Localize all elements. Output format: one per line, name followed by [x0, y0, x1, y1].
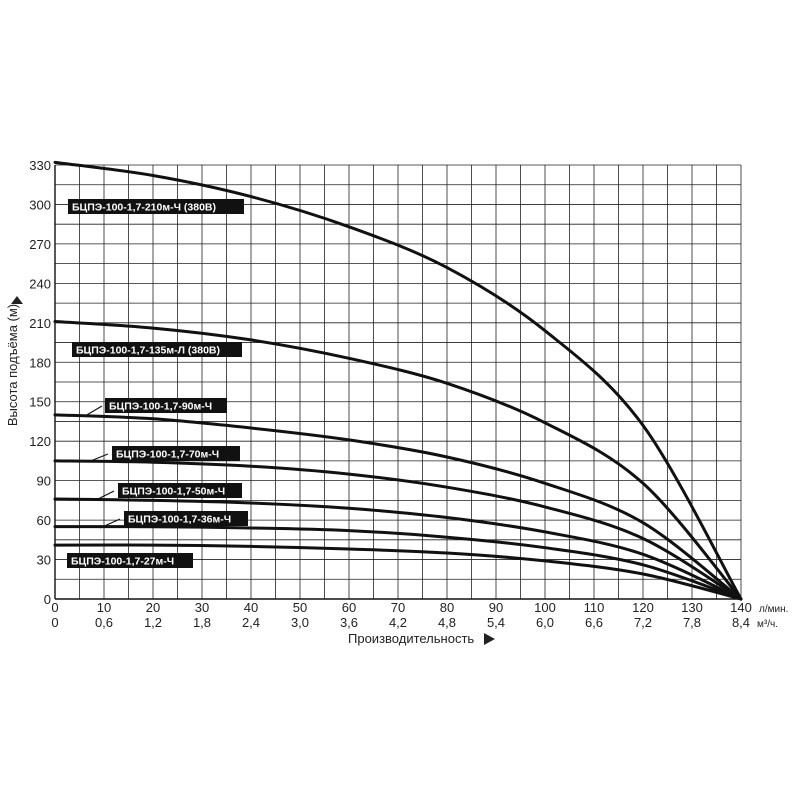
series-label-6: БЦПЭ-100-1,7-27м-Ч: [67, 553, 193, 568]
series-curve-6: [53, 543, 743, 601]
x-tick-label-primary: 0: [51, 600, 58, 615]
curve-layer: [53, 160, 743, 601]
y-tick-label: 60: [37, 513, 51, 528]
x-tick-label-primary: 130: [681, 600, 703, 615]
x-tick-label-secondary: 6,6: [585, 615, 603, 630]
y-tick-label: 210: [29, 316, 51, 331]
series-curve-3: [53, 459, 743, 601]
x-tick-label-secondary: 1,2: [144, 615, 162, 630]
series-label-leader: [87, 453, 109, 463]
series-label-box: [68, 199, 244, 214]
series-curve-1: [53, 320, 743, 601]
y-tick-label: 150: [29, 395, 51, 410]
label-layer: БЦПЭ-100-1,7-210м-Ч (380В) БЦПЭ-100-1,7-1…: [67, 199, 248, 568]
x-tick-label-secondary: 4,8: [438, 615, 456, 630]
x-tick-label-primary: 110: [584, 600, 605, 615]
series-label-text: БЦПЭ-100-1,7-90м-Ч: [109, 401, 212, 413]
y-tick-label: 90: [37, 474, 51, 489]
y-axis-title: Высота подъёма (м): [5, 304, 20, 426]
x-tick-label-secondary: 3,6: [340, 615, 358, 630]
x-tick-label-primary: 70: [391, 600, 405, 615]
series-label-text: БЦПЭ-100-1,7-36м-Ч: [128, 514, 231, 526]
x-tick-label-secondary: 0,6: [95, 615, 113, 630]
series-label-text: БЦПЭ-100-1,7-50м-Ч: [122, 486, 225, 498]
x-axis-title: Производительность: [348, 631, 474, 646]
series-label-box: [72, 342, 242, 357]
tick-layer: 0 30 60 90 120 150 180 210 240 270 300 330 0 10 20 30 40…: [29, 158, 752, 630]
y-axis-arrow-icon: [11, 296, 23, 304]
series-label-4: БЦПЭ-100-1,7-50м-Ч: [95, 483, 242, 501]
series-label-text: БЦПЭ-100-1,7-210м-Ч (380В): [72, 202, 216, 214]
y-tick-label: 30: [37, 553, 51, 568]
x-tick-label-primary: 40: [244, 600, 258, 615]
x-unit-primary: л/мин.: [759, 604, 788, 615]
x-tick-label-primary: 20: [146, 600, 160, 615]
y-tick-label: 120: [29, 434, 51, 449]
x-unit-secondary: м³/ч.: [757, 619, 778, 630]
series-label-leader: [99, 518, 121, 529]
series-curve-2: [53, 413, 743, 601]
x-tick-label-primary: 10: [97, 600, 111, 615]
y-tick-label: 0: [44, 592, 51, 607]
series-label-1: БЦПЭ-100-1,7-135м-Л (380В): [72, 342, 242, 357]
x-tick-label-secondary: 6,0: [536, 615, 554, 630]
series-label-leader: [95, 490, 115, 501]
x-axis-arrow-icon: [484, 633, 495, 645]
series-label-2: БЦПЭ-100-1,7-90м-Ч: [84, 398, 227, 417]
y-tick-label: 180: [29, 355, 51, 370]
x-tick-label-secondary: 5,4: [487, 615, 505, 630]
series-curve-0: [53, 160, 743, 601]
series-label-leader: [84, 405, 103, 417]
x-tick-label-secondary: 4,2: [389, 615, 407, 630]
x-tick-label-primary: 60: [342, 600, 356, 615]
series-label-0: БЦПЭ-100-1,7-210м-Ч (380В): [68, 199, 244, 214]
y-tick-label: 240: [29, 276, 51, 291]
series-label-text: БЦПЭ-100-1,7-27м-Ч: [71, 556, 174, 568]
x-tick-label-secondary: 7,8: [683, 615, 701, 630]
x-tick-label-primary: 50: [293, 600, 307, 615]
series-label-box: [124, 511, 248, 526]
x-tick-label-primary: 90: [489, 600, 503, 615]
series-curve-5: [53, 525, 743, 601]
x-tick-label-primary: 120: [632, 600, 654, 615]
x-tick-label-primary: 30: [195, 600, 209, 615]
x-tick-label-secondary: 2,4: [242, 615, 260, 630]
x-tick-label-secondary: 3,0: [291, 615, 309, 630]
series-label-text: БЦПЭ-100-1,7-70м-Ч: [116, 449, 219, 461]
series-label-box: [112, 446, 240, 461]
series-label-3: БЦПЭ-100-1,7-70м-Ч: [87, 446, 240, 463]
grid-layer: [54, 164, 742, 600]
series-label-box: [118, 483, 242, 498]
y-tick-label: 270: [29, 237, 51, 252]
x-tick-label-secondary: 0: [51, 615, 58, 630]
series-label-box: [67, 553, 193, 568]
x-tick-label-secondary: 7,2: [634, 615, 652, 630]
x-tick-label-secondary: 1,8: [193, 615, 211, 630]
x-tick-label-primary: 80: [440, 600, 454, 615]
x-tick-label-secondary: 8,4: [732, 615, 750, 630]
series-label-box: [105, 398, 227, 413]
x-tick-label-primary: 140: [730, 600, 752, 615]
series-label-5: БЦПЭ-100-1,7-36м-Ч: [99, 511, 248, 529]
y-tick-label: 300: [29, 197, 51, 212]
x-tick-label-primary: 100: [534, 600, 556, 615]
series-curve-4: [53, 497, 743, 601]
y-tick-label: 330: [29, 158, 51, 173]
series-label-text: БЦПЭ-100-1,7-135м-Л (380В): [76, 345, 220, 357]
